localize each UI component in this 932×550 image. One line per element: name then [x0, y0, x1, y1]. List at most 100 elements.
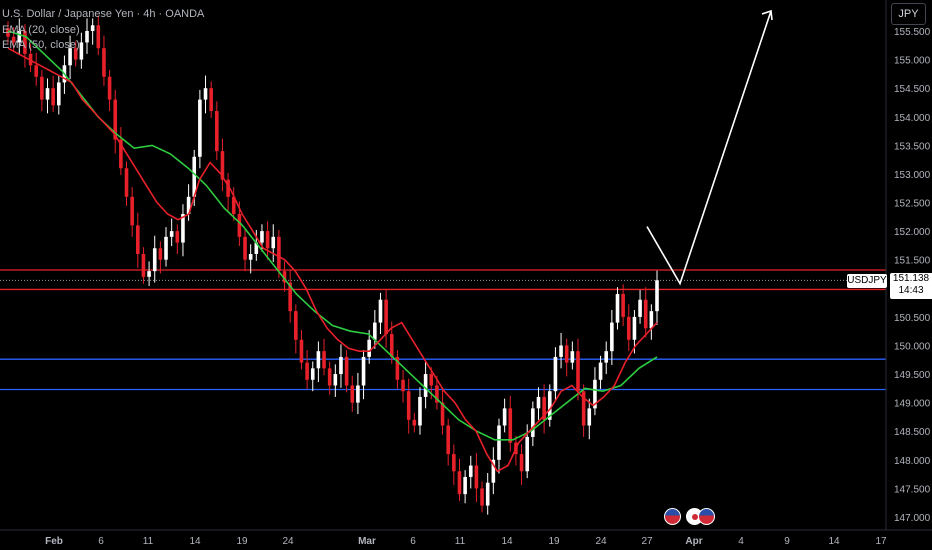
- price-tick-label: 153.000: [894, 170, 931, 181]
- candle-body: [621, 294, 625, 317]
- candle-body: [395, 356, 400, 380]
- candle-body: [34, 65, 39, 77]
- candle-body: [570, 351, 575, 363]
- ema50-legend[interactable]: EMA (50, close): [2, 39, 80, 51]
- symbol-price-label: USDJPY: [847, 274, 887, 288]
- candle-body: [519, 454, 524, 472]
- candle-body: [11, 36, 16, 43]
- candle-body: [254, 242, 259, 254]
- candle-body: [564, 345, 569, 363]
- candle-body: [435, 385, 439, 403]
- candle-body: [485, 482, 490, 506]
- price-tick-label: 154.000: [894, 113, 931, 124]
- candle-body: [649, 311, 654, 329]
- candle-body: [587, 408, 592, 426]
- price-tick-label: 147.000: [894, 513, 931, 524]
- candle-body: [73, 48, 78, 60]
- candle-body: [271, 236, 276, 249]
- candle-body: [373, 322, 377, 340]
- candle-body: [356, 385, 360, 403]
- time-axis[interactable]: Feb 6 11 14 19 24 Mar 6 11 14 19 24 27 Apr 4 9 14 17: [45, 536, 887, 547]
- symbol-title[interactable]: U.S. Dollar / Japanese Yen · 4h · OANDA: [2, 8, 205, 20]
- arrow-head: [761, 9, 773, 21]
- time-tick-label: Apr: [685, 536, 702, 547]
- candle-body: [203, 88, 208, 100]
- candle-body: [361, 356, 366, 386]
- candle-body: [294, 311, 298, 340]
- candle-body: [643, 299, 648, 329]
- candle-body: [305, 362, 309, 380]
- candle-body: [502, 408, 507, 426]
- candle-body: [169, 231, 174, 237]
- candle-body: [322, 351, 326, 369]
- us-event-icon[interactable]: [664, 508, 681, 525]
- candle-body: [260, 231, 264, 243]
- price-tick-label: 154.500: [894, 84, 931, 95]
- candle-body: [265, 231, 270, 249]
- chart-legend: U.S. Dollar / Japanese Yen · 4h · OANDA …: [2, 7, 204, 54]
- candle-body: [215, 111, 219, 152]
- candle-body: [440, 402, 445, 426]
- price-tick-label: 152.500: [894, 199, 931, 210]
- candle-body: [90, 25, 95, 31]
- candle-body: [243, 236, 247, 260]
- candle-body: [350, 385, 355, 403]
- candle-body: [181, 213, 185, 243]
- time-tick-label: 17: [875, 536, 887, 547]
- candle-body: [457, 471, 462, 495]
- candle-body: [231, 196, 236, 214]
- candle-body: [638, 299, 642, 317]
- ema20-legend[interactable]: EMA (20, close): [2, 23, 80, 36]
- candle-body: [299, 339, 304, 363]
- candle-body: [248, 253, 253, 260]
- arrow-path: [646, 10, 772, 286]
- price-tick-label: 148.500: [894, 427, 931, 438]
- candle-body: [536, 396, 541, 409]
- candle-body: [198, 99, 202, 157]
- currency-button[interactable]: JPY: [891, 3, 926, 25]
- us-event-icon-2[interactable]: [698, 508, 715, 525]
- candle-body: [209, 88, 213, 112]
- candle-body: [141, 253, 146, 277]
- time-tick-label: Feb: [45, 536, 63, 547]
- price-tick-label: 155.000: [894, 56, 931, 67]
- candle-body: [626, 316, 631, 340]
- time-tick-label: 24: [595, 536, 607, 547]
- candle-body: [474, 465, 479, 489]
- candle-body: [40, 76, 44, 100]
- candle-body: [333, 374, 338, 386]
- last-price-box: 151.138 14:43: [890, 273, 932, 299]
- projection-arrow[interactable]: [646, 9, 773, 286]
- ema20-line: [7, 47, 658, 473]
- candle-body: [192, 156, 197, 197]
- candle-body: [147, 271, 151, 277]
- bar-countdown: 14:43: [898, 285, 924, 296]
- candle-body: [344, 356, 349, 386]
- candle-body: [316, 351, 321, 369]
- candle-body: [175, 231, 180, 243]
- candle-body: [56, 82, 61, 106]
- candle-body: [79, 42, 84, 60]
- price-tick-label: 150.000: [894, 341, 931, 352]
- candle-body: [164, 236, 168, 260]
- candle-body: [463, 476, 467, 495]
- price-tick-label: 153.500: [894, 141, 931, 152]
- candle-body: [186, 196, 191, 214]
- candle-body: [288, 282, 292, 312]
- time-tick-label: 14: [501, 536, 513, 547]
- time-tick-label: 14: [189, 536, 201, 547]
- price-tick-label: 149.000: [894, 399, 931, 410]
- candle-body: [446, 425, 450, 455]
- candle-body: [152, 248, 157, 272]
- time-tick-label: 9: [784, 536, 790, 547]
- candle-body: [655, 280, 659, 312]
- candle-body: [412, 419, 417, 426]
- candle-body: [130, 196, 134, 226]
- candle-body: [632, 316, 637, 340]
- candle-body: [598, 362, 603, 380]
- candle-body: [6, 28, 10, 37]
- price-tick-label: 155.500: [894, 27, 931, 38]
- candle-body: [226, 179, 230, 197]
- candle-body: [237, 213, 242, 237]
